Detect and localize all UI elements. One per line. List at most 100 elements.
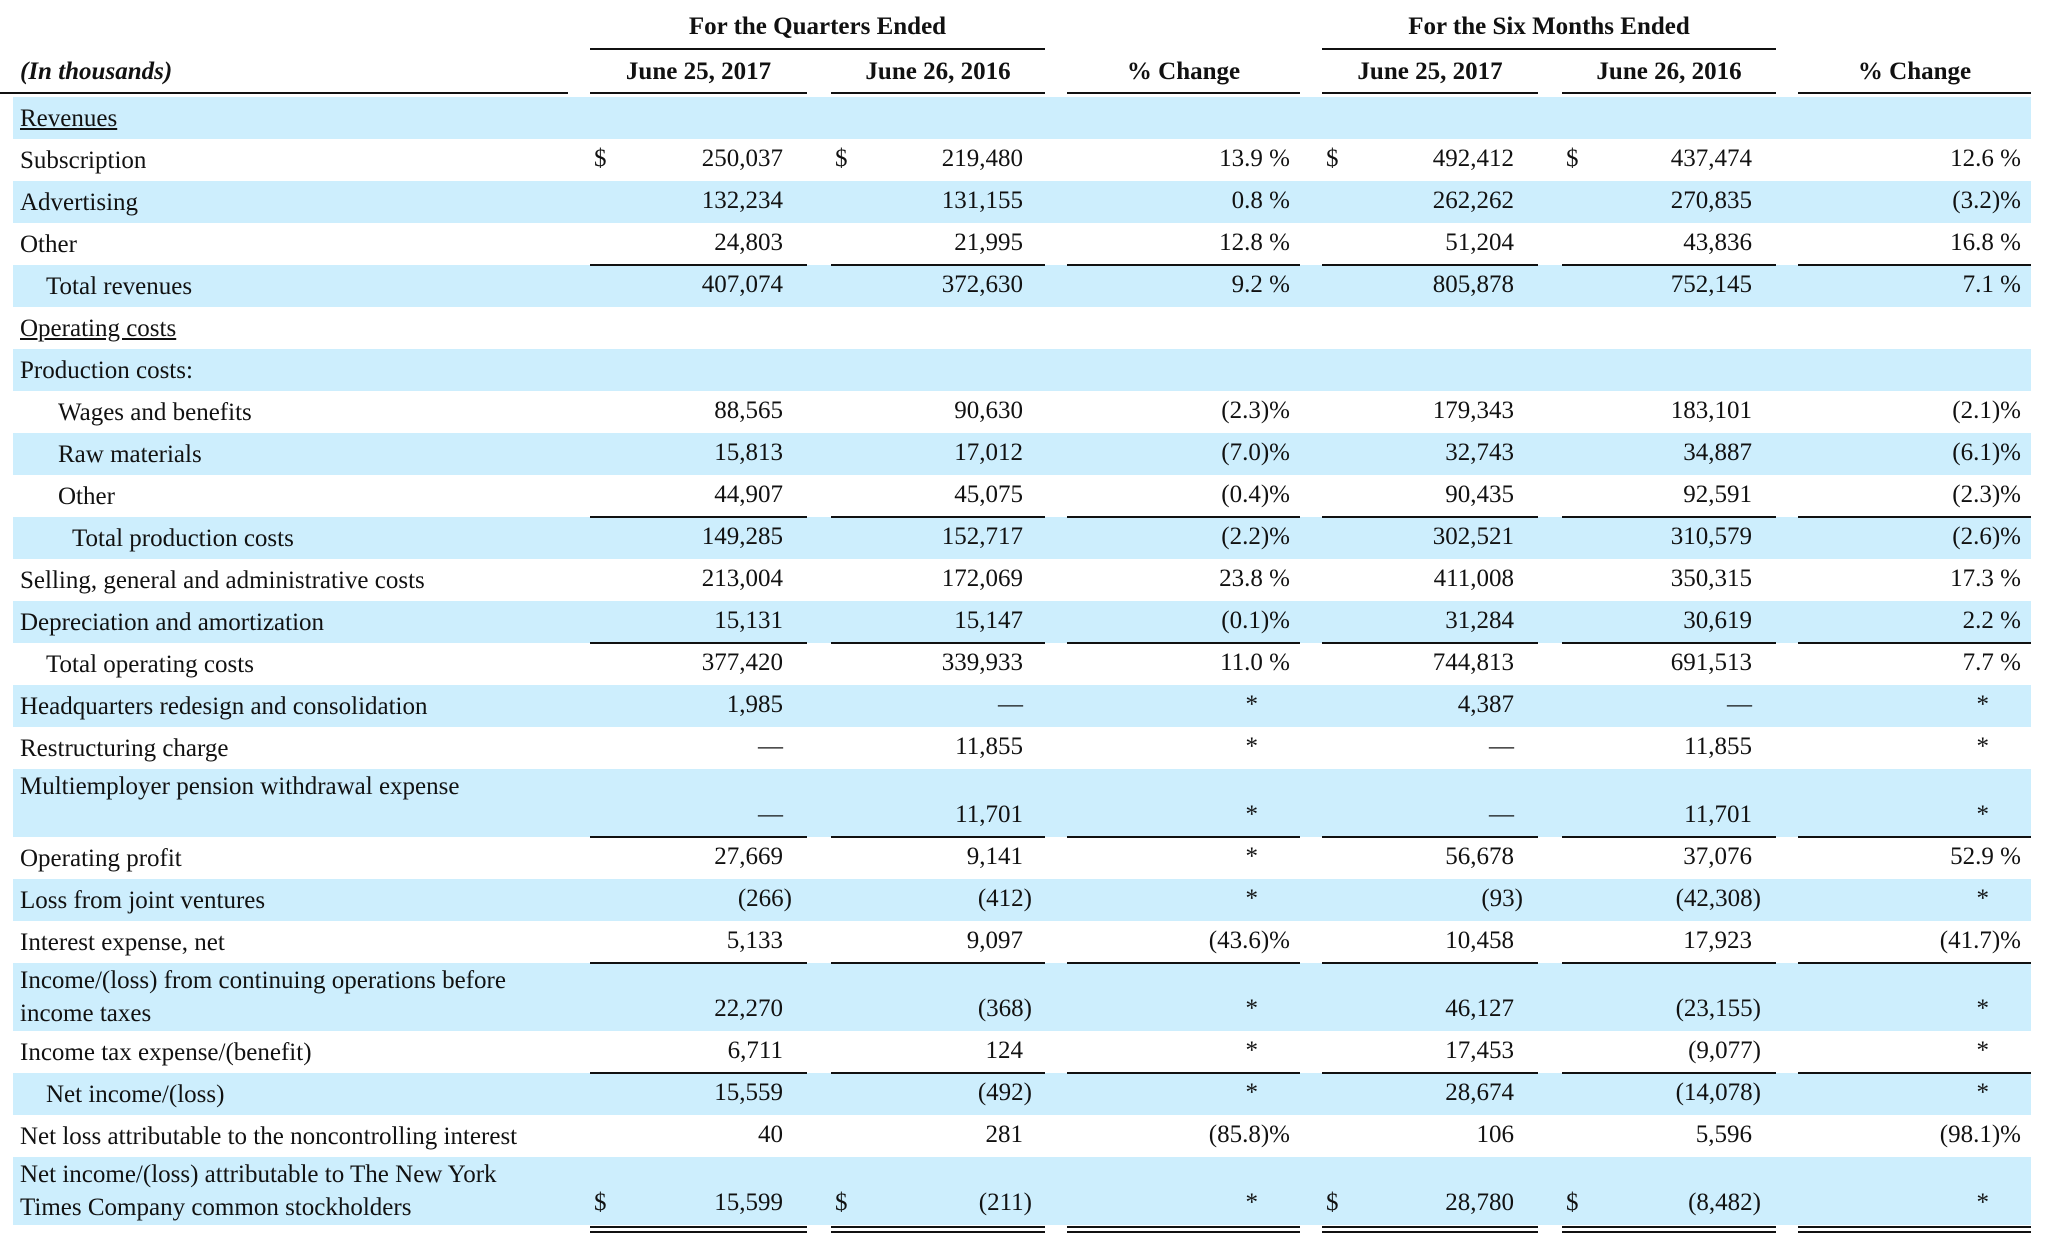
currency-sign: $ [1566, 145, 1579, 172]
cell-value: 5,596 [1695, 1121, 1752, 1148]
cell-value: 179,343 [1432, 397, 1514, 424]
cell-value: 372,630 [941, 271, 1023, 298]
column-rule [1067, 92, 1300, 94]
cell-value: — [1727, 691, 1752, 718]
cell-value: 12.8 % [1219, 229, 1290, 256]
total-rule [590, 516, 807, 518]
total-rule [1067, 836, 1300, 838]
group-header: For the Six Months Ended [1408, 13, 1690, 40]
row-label: Other [58, 483, 115, 510]
cell-value: 437,474 [1670, 145, 1752, 172]
cell-value: 7.7 % [1962, 649, 2021, 676]
cell-value: 131,155 [941, 187, 1023, 214]
double-rule [1322, 1226, 1538, 1233]
cell-value: 9,141 [966, 843, 1023, 870]
cell-value: (6.1)% [1952, 439, 2021, 466]
column-header: June 25, 2017 [1357, 58, 1503, 85]
total-rule [1322, 836, 1538, 838]
row-label: Interest expense, net [20, 929, 225, 956]
total-rule [1322, 264, 1538, 266]
total-rule [1322, 642, 1538, 644]
cell-value: 88,565 [714, 397, 783, 424]
table-row: Raw materials 15,813 17,012 (7.0)% 32,743 34,… [13, 433, 2031, 475]
column-rule [1798, 92, 2031, 94]
cell-value: 15,131 [714, 607, 783, 634]
currency-sign: $ [594, 145, 607, 172]
cell-value: (0.1)% [1221, 607, 1290, 634]
cell-value: * [1976, 1037, 1990, 1064]
total-rule [831, 516, 1045, 518]
cell-value: (492) [977, 1079, 1032, 1106]
cell-value: 377,420 [701, 649, 783, 676]
row-label: Total revenues [46, 273, 193, 300]
cell-value: 16.8 % [1950, 229, 2021, 256]
cell-value: 805,878 [1432, 271, 1514, 298]
cell-value: (368) [977, 995, 1032, 1022]
cell-value: 11,701 [1684, 801, 1752, 828]
cell-value: * [1245, 1037, 1259, 1064]
cell-value: 310,579 [1670, 523, 1752, 550]
column-header: % Change [1857, 58, 1972, 85]
cell-value: 270,835 [1670, 187, 1752, 214]
cell-value: 28,780 [1445, 1189, 1514, 1216]
cell-value: 124 [985, 1037, 1024, 1064]
cell-value: * [1245, 995, 1259, 1022]
row-label: Revenues [20, 105, 118, 132]
table-row: Advertising 132,234 131,155 0.8 % 262,262 270… [13, 181, 2031, 223]
double-rule [1067, 1226, 1300, 1233]
cell-value: 12.6 % [1950, 145, 2021, 172]
total-rule [1562, 962, 1776, 964]
total-rule [1562, 516, 1776, 518]
row-label: Subscription [20, 147, 147, 174]
cell-value: 302,521 [1432, 523, 1514, 550]
cell-value: (2.6)% [1952, 523, 2021, 550]
row-label: Raw materials [58, 441, 202, 468]
cell-value: * [1976, 885, 1990, 912]
table-row: Income/(loss) from continuing operations… [13, 963, 2031, 1031]
table-row: Depreciation and amortization 15,131 15,14… [13, 601, 2031, 643]
cell-value: 15,599 [714, 1189, 783, 1216]
cell-value: * [1976, 1189, 1990, 1216]
cell-value: 23.8 % [1219, 565, 1290, 592]
cell-value: 0.8 % [1231, 187, 1290, 214]
cell-value: (3.2)% [1952, 187, 2021, 214]
table-row: Loss from joint ventures (266) (412) * (93) (… [13, 879, 2031, 921]
currency-sign: $ [1326, 1189, 1339, 1216]
cell-value: (266) [737, 885, 792, 912]
column-rule [1322, 92, 1538, 94]
total-rule [831, 836, 1045, 838]
cell-value: 1,985 [726, 691, 783, 718]
currency-sign: $ [1566, 1189, 1579, 1216]
total-rule [1798, 1072, 2031, 1074]
column-rule [831, 92, 1045, 94]
total-rule [831, 642, 1045, 644]
double-rule [1562, 1226, 1776, 1233]
cell-value: 21,995 [954, 229, 1023, 256]
column-rule [590, 92, 807, 94]
double-rule [1798, 1226, 2031, 1233]
cell-value: 43,836 [1683, 229, 1752, 256]
cell-value: 752,145 [1670, 271, 1752, 298]
cell-value: 339,933 [941, 649, 1023, 676]
total-rule [1798, 962, 2031, 964]
cell-value: (2.3)% [1952, 481, 2021, 508]
currency-sign: $ [835, 1189, 848, 1216]
cell-value: 106 [1476, 1121, 1515, 1148]
column-header: June 26, 2016 [865, 58, 1011, 85]
cell-value: (211) [978, 1189, 1032, 1216]
cell-value: (93) [1481, 885, 1523, 912]
cell-value: (2.3)% [1221, 397, 1290, 424]
cell-value: * [1245, 885, 1259, 912]
cell-value: — [758, 733, 783, 760]
row-label: Net loss attributable to the noncontroll… [20, 1123, 518, 1150]
total-rule [590, 264, 807, 266]
table-row: Wages and benefits 88,565 90,630 (2.3)% 179,… [13, 391, 2031, 433]
row-label: Restructuring charge [20, 735, 229, 762]
cell-value: 262,262 [1432, 187, 1514, 214]
cell-value: 17,923 [1683, 927, 1752, 954]
cell-value: 213,004 [701, 565, 783, 592]
cell-value: 27,669 [714, 843, 783, 870]
cell-value: — [758, 801, 783, 828]
table-row: Restructuring charge — 11,855 * — 11,855 * [13, 727, 2031, 769]
